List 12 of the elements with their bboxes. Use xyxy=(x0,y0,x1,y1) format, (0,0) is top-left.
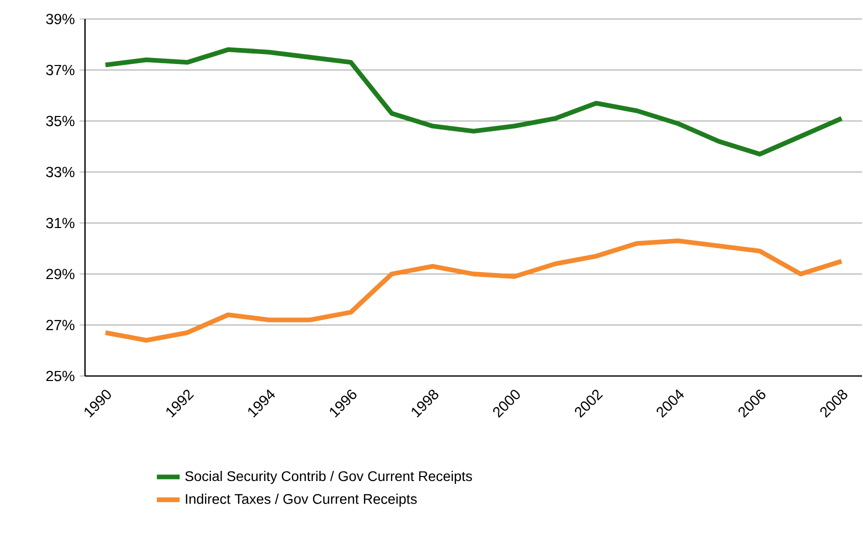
line-series xyxy=(103,238,844,343)
legend-label: Indirect Taxes / Gov Current Receipts xyxy=(186,494,417,507)
y-tick-label: 35% xyxy=(46,116,74,126)
y-tick-label: 39% xyxy=(46,14,74,24)
line-series xyxy=(103,47,844,156)
y-tick-label: 33% xyxy=(46,166,74,178)
y-tick-label: 29% xyxy=(46,268,74,280)
legend-label: Social Security Contrib / Gov Current Receipts xyxy=(185,470,472,484)
y-tick-label: 37% xyxy=(46,64,74,76)
y-tick-label: 31% xyxy=(46,218,74,228)
y-tick-label: 27% xyxy=(46,320,74,330)
y-tick-label: 25% xyxy=(46,370,74,382)
